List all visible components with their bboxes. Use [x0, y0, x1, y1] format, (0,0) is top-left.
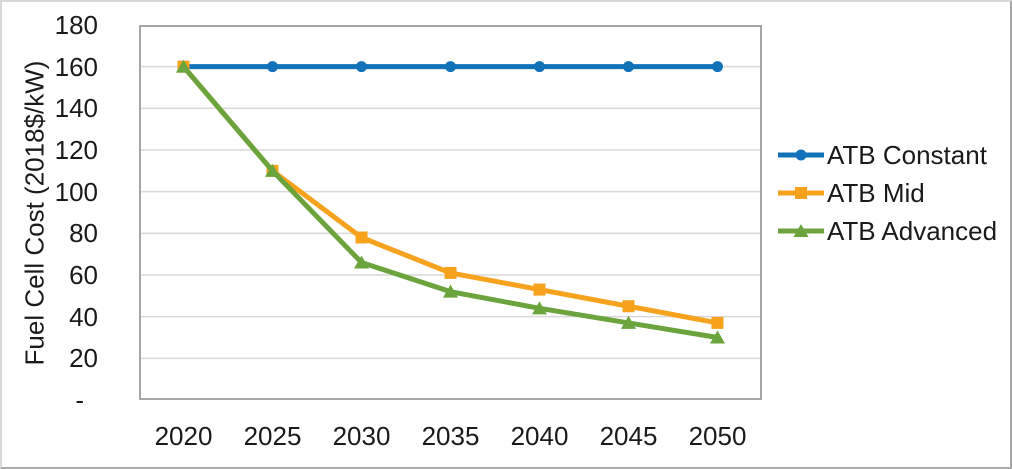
- data-point-atb-advanced: [621, 315, 636, 329]
- data-point-atb-advanced: [532, 301, 547, 315]
- data-point-atb-mid: [622, 300, 635, 313]
- x-axis-tick-label: 2040: [510, 421, 569, 451]
- data-point-atb-advanced: [354, 255, 369, 269]
- data-point-atb-mid: [355, 231, 368, 244]
- data-point-atb-advanced: [265, 163, 280, 177]
- data-point-atb-mid: [711, 316, 724, 329]
- y-axis-tick-label: 120: [54, 135, 98, 165]
- x-axis-tick-label: 2025: [243, 421, 302, 451]
- legend-item-atb-mid: ATB Mid: [778, 174, 997, 212]
- data-point-atb-constant: [356, 61, 367, 73]
- x-axis-tick-label: 2020: [154, 421, 213, 451]
- triangle-marker-icon: [778, 224, 824, 237]
- legend-label: ATB Advanced: [827, 215, 998, 246]
- square-marker-icon: [778, 187, 824, 199]
- legend-item-atb-advanced: ATB Advanced: [778, 212, 997, 250]
- legend-label: ATB Mid: [827, 177, 925, 208]
- plot-area: [139, 25, 762, 400]
- data-point-atb-mid: [533, 283, 546, 296]
- data-point-atb-constant: [712, 61, 723, 73]
- y-axis-tick-label: 100: [54, 176, 98, 207]
- x-axis-tick-label: 2035: [421, 421, 480, 451]
- data-point-atb-constant: [623, 61, 634, 73]
- series-line-atb-mid: [181, 65, 718, 326]
- legend-item-atb-constant: ATB Constant: [778, 136, 997, 174]
- x-axis-tick-label: 2030: [332, 421, 391, 451]
- legend: ATB Constant ATB Mid ATB Advanced: [778, 136, 997, 250]
- square-marker-icon: [795, 187, 807, 199]
- y-axis-tick-label: -: [75, 385, 84, 415]
- data-point-atb-constant: [267, 61, 278, 73]
- data-point-atb-constant: [534, 61, 545, 73]
- y-axis-tick-label: 160: [54, 51, 98, 82]
- y-axis-tick-label: 80: [69, 218, 98, 249]
- data-point-atb-mid: [444, 266, 457, 279]
- x-axis-tick-label: 2050: [688, 421, 747, 451]
- data-point-atb-advanced: [443, 284, 458, 298]
- triangle-marker-icon: [793, 224, 809, 237]
- data-point-atb-advanced: [710, 330, 725, 344]
- plot-border: [139, 25, 762, 400]
- data-point-atb-advanced: [176, 59, 191, 73]
- y-axis-tick-label: 180: [54, 10, 98, 40]
- legend-label: ATB Constant: [827, 139, 987, 170]
- y-axis-title: Fuel Cell Cost (2018$/kW): [19, 60, 50, 366]
- y-axis-tick-label: 60: [69, 260, 98, 290]
- x-axis-tick-label: 2045: [599, 421, 658, 451]
- y-axis-tick-label: 40: [69, 301, 98, 332]
- y-axis-tick-label: 20: [69, 343, 98, 374]
- circle-marker-icon: [795, 149, 807, 161]
- data-point-atb-constant: [445, 61, 456, 73]
- y-axis-tick-label: 140: [54, 93, 98, 124]
- circle-marker-icon: [778, 149, 824, 161]
